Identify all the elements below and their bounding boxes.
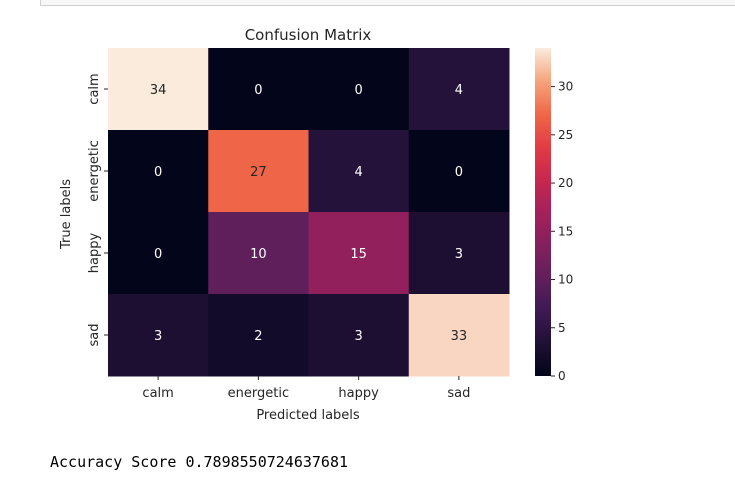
x-tick-label: happy <box>338 386 379 401</box>
heatmap-cell <box>408 48 510 131</box>
y-tick-label: calm <box>87 73 102 104</box>
colorbar-tick-label: 15 <box>558 224 573 238</box>
cell-value-label: 0 <box>354 83 362 98</box>
heatmap-cell <box>408 130 510 213</box>
colorbar-ticks: 0 5 10 15 20 25 30 <box>551 80 573 383</box>
cell-value-label: 33 <box>451 329 468 344</box>
colorbar-tick-label: 20 <box>558 176 573 190</box>
x-tick-label: calm <box>142 386 173 401</box>
heatmap-cell <box>208 48 309 131</box>
heatmap-cell <box>108 212 209 295</box>
cell-value-label: 34 <box>150 83 167 98</box>
y-tick-label: sad <box>87 324 102 347</box>
colorbar <box>535 48 551 376</box>
cell-value-label: 4 <box>354 165 362 180</box>
heatmap-cells <box>108 48 510 377</box>
cell-value-label: 2 <box>254 329 262 344</box>
heatmap-cell <box>108 130 209 213</box>
y-axis-label: True labels <box>59 179 74 250</box>
y-tick-label: happy <box>87 232 102 273</box>
heatmap-cell <box>208 294 309 377</box>
cell-value-label: 0 <box>254 83 262 98</box>
cell-value-label: 3 <box>154 329 162 344</box>
cell-value-label: 0 <box>154 165 162 180</box>
heatmap-cell <box>308 130 410 213</box>
heatmap-cell <box>308 48 410 131</box>
colorbar-tick-label: 0 <box>558 369 566 383</box>
cell-value-label: 0 <box>154 247 162 262</box>
colorbar-tick-label: 25 <box>558 128 573 142</box>
cell-value-label: 27 <box>250 165 267 180</box>
confusion-matrix-chart: Confusion Matrix 34 0 0 40 27 4 00 10 15 33 2 3 33 c… <box>59 26 573 423</box>
x-axis-label: Predicted labels <box>256 408 360 423</box>
previous-cell-border <box>40 0 735 6</box>
heatmap-cell <box>308 212 410 295</box>
accuracy-label: Accuracy Score <box>50 453 177 471</box>
heatmap-cell <box>108 294 209 377</box>
heatmap-cell <box>208 130 309 213</box>
heatmap-cell <box>108 48 209 131</box>
cell-value-label: 0 <box>455 165 463 180</box>
y-tick-label: energetic <box>87 140 102 201</box>
heatmap-cell <box>208 212 309 295</box>
cell-value-label: 15 <box>350 247 367 262</box>
cell-value-label: 3 <box>455 247 463 262</box>
heatmap-cell <box>308 294 410 377</box>
colorbar-tick-label: 30 <box>558 80 573 94</box>
x-tick-label: sad <box>447 386 470 401</box>
colorbar-tick-label: 5 <box>558 321 566 335</box>
x-tick-label: energetic <box>228 386 289 401</box>
cell-value-label: 10 <box>250 247 267 262</box>
heatmap-cell <box>408 294 510 377</box>
cell-value-label: 3 <box>354 329 362 344</box>
colorbar-tick-label: 10 <box>558 273 573 287</box>
heatmap-cell-labels: 34 0 0 40 27 4 00 10 15 33 2 3 33 <box>150 83 467 344</box>
chart-title: Confusion Matrix <box>245 26 372 44</box>
heatmap-cell <box>408 212 510 295</box>
cell-value-label: 4 <box>455 83 463 98</box>
console-output: Accuracy Score 0.7898550724637681 <box>50 453 348 471</box>
accuracy-value: 0.7898550724637681 <box>185 453 349 471</box>
y-axis-ticks: calm energetic happy sad <box>87 73 108 347</box>
x-axis-ticks: calm energetic happy sad <box>142 376 470 401</box>
